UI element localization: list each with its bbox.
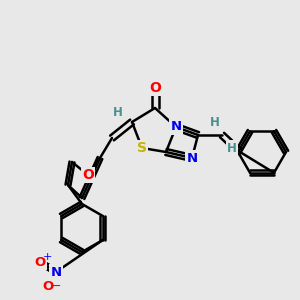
Text: O: O <box>149 81 161 95</box>
Text: N: N <box>170 121 182 134</box>
Text: H: H <box>210 116 220 128</box>
Text: N: N <box>186 152 198 164</box>
Text: −: − <box>51 280 61 292</box>
Text: N: N <box>50 266 62 278</box>
Text: O: O <box>82 168 94 182</box>
Text: O: O <box>42 280 54 292</box>
Text: H: H <box>113 106 123 118</box>
Text: H: H <box>227 142 237 154</box>
Text: S: S <box>137 141 147 155</box>
Text: +: + <box>42 252 52 262</box>
Text: O: O <box>34 256 46 268</box>
